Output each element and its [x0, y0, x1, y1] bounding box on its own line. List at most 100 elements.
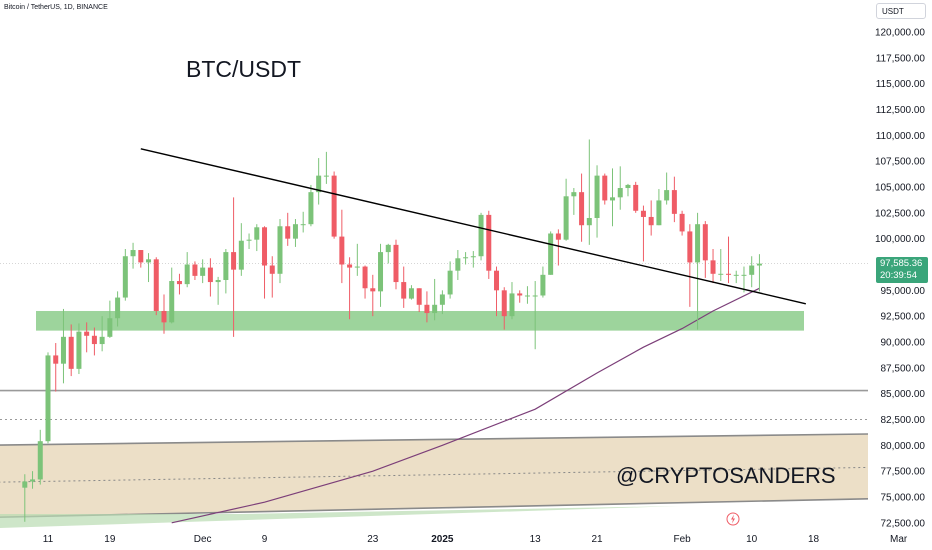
x-tick-label: 13 [530, 534, 542, 545]
candle-body [316, 175, 322, 193]
range-band [0, 433, 868, 518]
candle-body [656, 200, 662, 226]
candle-body [401, 282, 407, 299]
candle-body [687, 231, 693, 263]
candle-body [648, 216, 654, 226]
candle-body [76, 331, 82, 369]
y-tick-label: 95,000.00 [881, 286, 926, 297]
x-tick-label: Dec [194, 534, 212, 545]
candle-body [146, 259, 152, 263]
symbol-title: Bitcoin / TetherUS, 1D, BINANCE [4, 4, 108, 11]
y-tick-label: 120,000.00 [875, 28, 925, 39]
candle-body [107, 318, 113, 337]
candle-body [555, 233, 561, 240]
candle-body [610, 197, 616, 201]
candle-body [37, 441, 43, 480]
candle-body [207, 267, 213, 283]
candle-body [447, 270, 453, 295]
candle-body [463, 257, 469, 259]
x-tick-label: 21 [591, 534, 603, 545]
candle-body [354, 266, 360, 268]
y-tick-label: 112,500.00 [876, 105, 926, 116]
candle-body [416, 288, 422, 305]
y-tick-label: 100,000.00 [875, 234, 925, 245]
x-tick-label: 23 [367, 534, 379, 545]
y-tick-label: 75,000.00 [881, 492, 926, 503]
candle-body [640, 210, 646, 217]
x-tick-label: 11 [43, 534, 54, 545]
y-tick-label: 117,500.00 [876, 53, 926, 64]
candle-body [122, 256, 128, 298]
candle-body [362, 266, 368, 289]
candle-body [393, 244, 399, 283]
candle-body [733, 274, 739, 276]
x-tick-label: Mar [890, 534, 908, 545]
candle-body [169, 281, 175, 323]
y-tick-label: 102,500.00 [875, 208, 925, 219]
candle-body [161, 310, 167, 323]
candle-body [509, 293, 515, 317]
candle-body [385, 244, 391, 253]
candle-body [548, 233, 554, 275]
y-tick-label: 92,500.00 [881, 312, 926, 323]
candle-body [192, 264, 198, 276]
candle-body [176, 281, 182, 285]
x-tick-label: 9 [262, 534, 268, 545]
candle-body [501, 290, 507, 317]
candle-body [138, 250, 144, 263]
candle-body [478, 214, 484, 257]
candle-body [331, 175, 337, 237]
y-tick-label: 87,500.00 [881, 363, 926, 374]
candle-body [563, 196, 569, 240]
candle-body [524, 295, 530, 297]
candle-body [238, 240, 244, 270]
y-tick-label: 115,000.00 [876, 79, 926, 90]
candle-body [153, 259, 159, 311]
candle-body [45, 355, 51, 442]
candle-body [710, 260, 716, 274]
candle-body [432, 304, 438, 314]
candle-body [300, 224, 306, 226]
x-tick-label: 2025 [431, 534, 454, 545]
candle-body [269, 265, 275, 274]
candle-body [455, 258, 461, 271]
currency-button[interactable]: USDT [876, 3, 926, 19]
candle-body [579, 192, 585, 226]
candle-body [53, 355, 59, 364]
candle-body [68, 336, 74, 369]
candle-body [756, 263, 762, 266]
candle-body [594, 175, 600, 218]
candle-body [486, 214, 492, 271]
candle-body [679, 213, 685, 232]
candle-body [602, 175, 608, 201]
candle-body [370, 288, 376, 292]
y-tick-label: 82,500.00 [881, 415, 926, 426]
candle-body [532, 295, 538, 297]
y-tick-label: 77,500.00 [881, 467, 926, 478]
candle-body [223, 252, 229, 280]
candle-body [718, 273, 724, 275]
support-zone [36, 310, 804, 331]
candle-body [470, 256, 476, 258]
candle-body [741, 274, 747, 276]
plot-area [0, 139, 868, 528]
x-tick-label: Feb [673, 534, 691, 545]
descending-trendline [140, 148, 806, 305]
candle-body [115, 297, 121, 319]
candle-body [540, 274, 546, 296]
flash-icon[interactable] [726, 512, 740, 526]
candle-body [347, 264, 353, 268]
chart-headline: BTC/USDT [186, 56, 301, 82]
x-tick-label: 19 [104, 534, 116, 545]
y-tick-label: 72,500.00 [881, 518, 926, 529]
candle-body [130, 250, 136, 257]
candle-body [22, 481, 28, 488]
candle-body [671, 190, 677, 214]
candle-body [408, 288, 414, 299]
candle-body [378, 252, 384, 292]
y-tick-label: 85,000.00 [881, 389, 926, 400]
candle-body [339, 236, 345, 265]
current-price-tag: 97,585.36 20:39:54 [876, 257, 928, 283]
candle-body [494, 270, 500, 291]
